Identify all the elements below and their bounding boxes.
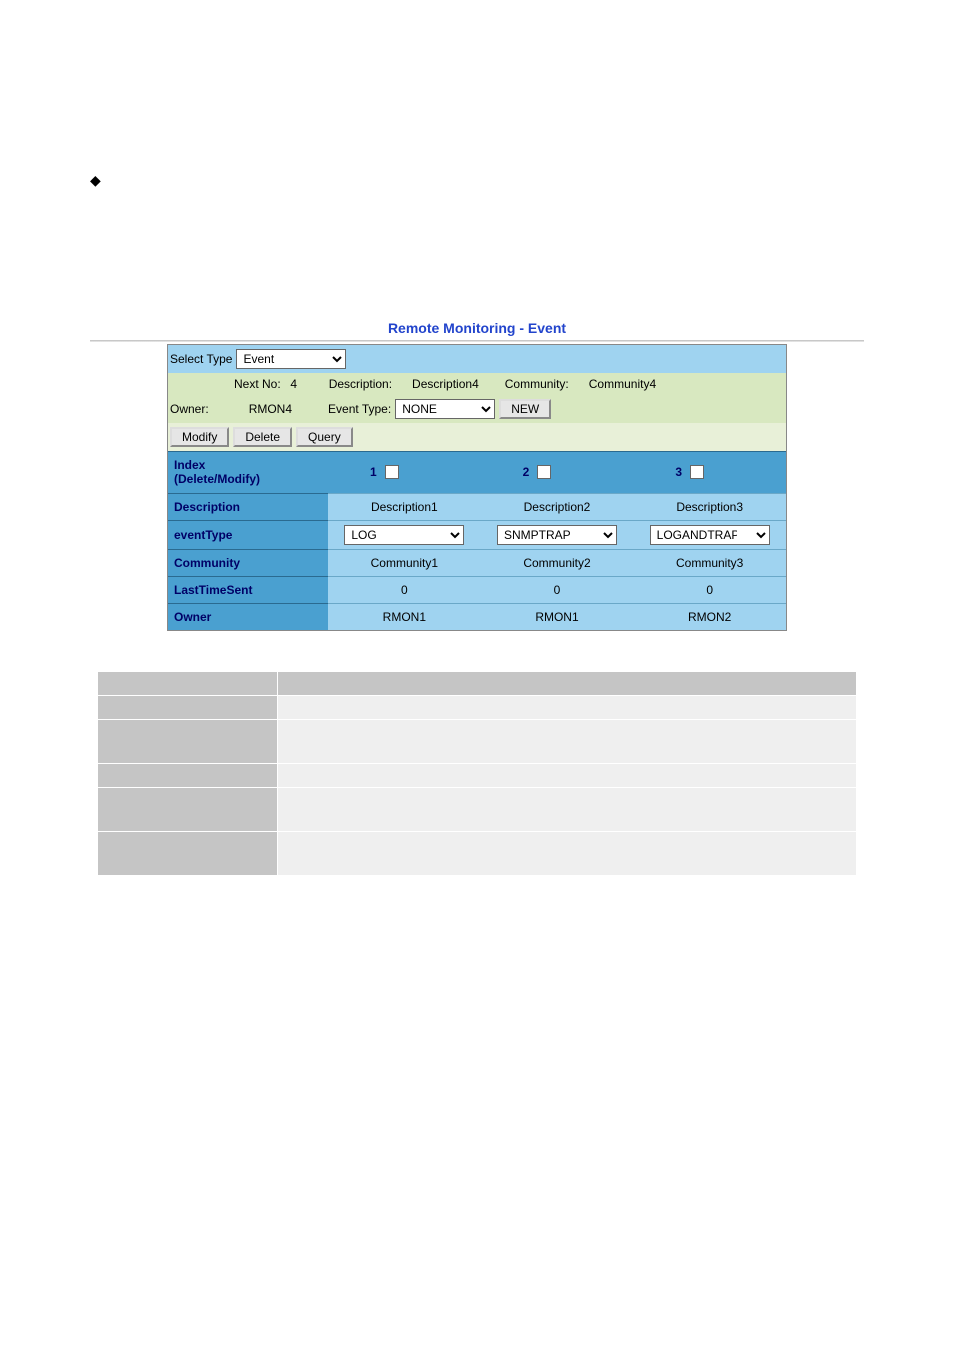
eventtype-select-2[interactable]: SNMPTRAP (497, 525, 617, 545)
def-right (278, 719, 857, 763)
eventtype-select-1[interactable]: LOG (344, 525, 464, 545)
def-right (278, 831, 857, 875)
owner-label: Owner: (170, 402, 209, 416)
grid-cell: Description2 (481, 493, 634, 520)
config-panel: Select Type Event Next No: 4 Description… (167, 344, 787, 631)
grid-index-cell-1: 1 (328, 451, 481, 493)
grid-header-index: Index (Delete/Modify) (168, 451, 328, 493)
community-value: Community4 (589, 377, 656, 391)
grid-cell: Community2 (481, 549, 634, 576)
page-title: Remote Monitoring - Event (90, 320, 864, 336)
grid-index-cell-3: 3 (633, 451, 786, 493)
grid-cell: Description3 (633, 493, 786, 520)
modify-button[interactable]: Modify (170, 427, 229, 447)
grid-cell: 0 (481, 576, 634, 603)
definitions-table (97, 671, 857, 876)
grid-cell: LOGANDTRAP (633, 520, 786, 549)
index-checkbox-2[interactable] (537, 465, 551, 479)
grid-cell: RMON1 (328, 603, 481, 630)
bullet-icon: ◆ (90, 172, 101, 189)
def-left (98, 763, 278, 787)
def-left (98, 831, 278, 875)
def-right (278, 763, 857, 787)
def-right (278, 671, 857, 695)
description-label: Description: (329, 377, 392, 391)
grid-header-description: Description (168, 493, 328, 520)
grid-header-lasttime: LastTimeSent (168, 576, 328, 603)
grid-header-community: Community (168, 549, 328, 576)
description-value: Description4 (412, 377, 479, 391)
grid-cell: Community1 (328, 549, 481, 576)
grid-header-owner: Owner (168, 603, 328, 630)
next-no-value: 4 (285, 377, 303, 391)
def-left (98, 671, 278, 695)
select-type-dropdown[interactable]: Event (236, 349, 346, 369)
def-right (278, 695, 857, 719)
def-left (98, 787, 278, 831)
grid-cell: RMON2 (633, 603, 786, 630)
new-button[interactable]: NEW (499, 399, 551, 419)
grid-cell: Community3 (633, 549, 786, 576)
grid-cell: RMON1 (481, 603, 634, 630)
grid-index-cell-2: 2 (481, 451, 634, 493)
grid-header-eventtype: eventType (168, 520, 328, 549)
index-checkbox-1[interactable] (385, 465, 399, 479)
grid-cell: LOG (328, 520, 481, 549)
event-type-label: Event Type: (328, 402, 391, 416)
owner-value: RMON4 (249, 402, 292, 416)
event-type-dropdown[interactable]: NONE (395, 399, 495, 419)
query-button[interactable]: Query (296, 427, 353, 447)
grid-cell: 0 (633, 576, 786, 603)
title-divider (90, 340, 864, 342)
grid-cell: Description1 (328, 493, 481, 520)
next-no-label: Next No: (234, 377, 281, 391)
def-left (98, 719, 278, 763)
grid-cell: SNMPTRAP (481, 520, 634, 549)
delete-button[interactable]: Delete (233, 427, 292, 447)
community-label: Community: (505, 377, 569, 391)
eventtype-select-3[interactable]: LOGANDTRAP (650, 525, 770, 545)
def-left (98, 695, 278, 719)
event-grid: Index (Delete/Modify) 1 2 3 Description (168, 451, 786, 630)
grid-cell: 0 (328, 576, 481, 603)
def-right (278, 787, 857, 831)
select-type-label: Select Type (170, 352, 232, 366)
index-checkbox-3[interactable] (690, 465, 704, 479)
